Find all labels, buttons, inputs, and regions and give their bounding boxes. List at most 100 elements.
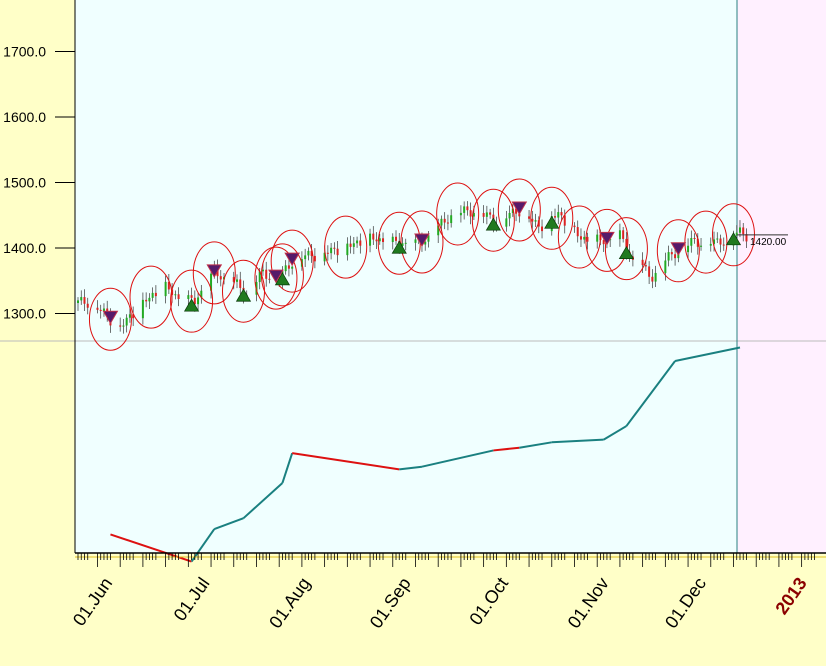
signal-ellipse (684, 210, 728, 274)
y-tick-label: 1500.0 (3, 175, 46, 191)
bar-body (210, 273, 213, 291)
equity-segment (625, 360, 676, 427)
equity-segment (242, 482, 284, 519)
bar-body (654, 272, 657, 282)
x-tick-label: 01.Aug (265, 574, 314, 632)
bar-body (145, 299, 148, 302)
bar-body (83, 297, 86, 304)
buy-signal-marker (274, 272, 291, 286)
bar-body (291, 266, 294, 269)
signal-ellipse (656, 219, 700, 283)
bar-body (693, 237, 696, 239)
bar-body (528, 216, 531, 219)
bar-body (86, 303, 89, 308)
bar-body (700, 245, 703, 247)
bar-body (80, 297, 83, 301)
bar-body (573, 225, 576, 228)
bar-body (187, 295, 190, 299)
bar-body (96, 307, 99, 310)
future-area (737, 0, 826, 553)
bar-body (268, 278, 271, 280)
equity-segment (281, 452, 294, 484)
bar-body (511, 208, 514, 213)
buy-signal-marker (725, 232, 742, 246)
bar-body (472, 213, 475, 217)
bar-body (164, 281, 167, 297)
plot-area (75, 0, 737, 553)
bar-body (554, 216, 557, 218)
signal-ellipse (192, 241, 236, 305)
signal-ellipse (530, 186, 574, 250)
sell-signal-marker (670, 242, 687, 256)
sell-signal-marker (599, 231, 615, 246)
bar-body (618, 230, 621, 240)
signal-ellipse (170, 269, 214, 333)
sell-signal-marker (268, 269, 284, 284)
bar-body (132, 314, 135, 319)
bar-body (437, 225, 440, 236)
y-tick-label: 1300.0 (3, 306, 46, 322)
bar-body (667, 252, 670, 261)
bar-body (102, 308, 105, 311)
bar-body (395, 236, 398, 241)
bar-body (200, 290, 203, 298)
bar-body (505, 218, 508, 227)
sell-signal-marker (206, 264, 223, 278)
signal-ellipse (260, 243, 304, 307)
bar-body (258, 271, 261, 283)
bar-body (651, 276, 654, 282)
bar-body (602, 240, 605, 245)
bar-body (745, 234, 748, 242)
buy-signal-marker (235, 288, 252, 302)
bar-body (141, 299, 144, 319)
bar-body (284, 265, 287, 272)
bar-body (382, 238, 385, 243)
bar-body (304, 255, 307, 260)
bar-body (446, 222, 449, 224)
equity-segment (603, 425, 627, 441)
signal-ellipse (557, 205, 601, 269)
bar-body (265, 269, 268, 279)
bar-body (119, 325, 122, 327)
signal-ellipse (585, 208, 629, 272)
bar-body (482, 213, 485, 217)
signal-ellipse (129, 265, 173, 329)
last-price-label: 1420.00 (750, 237, 787, 248)
bar-body (372, 233, 375, 240)
bar-body (359, 240, 362, 246)
bar-body (323, 252, 326, 262)
bar-body (534, 220, 537, 222)
bar-body (151, 292, 154, 298)
equity-segment (551, 438, 604, 444)
x-tick-label: 01.Nov (564, 574, 613, 632)
bar-body (576, 227, 579, 237)
bar-body (349, 243, 352, 247)
x-tick-label: 01.Dec (661, 574, 710, 632)
bar-body (167, 281, 170, 290)
x-tick-label: 01.Jul (170, 574, 214, 625)
sell-signal-marker (284, 252, 301, 267)
bar-body (236, 279, 239, 282)
bar-body (586, 236, 589, 242)
signal-ellipse (270, 229, 314, 293)
signal-ellipse (400, 210, 444, 274)
bar-body (557, 212, 560, 218)
bar-body (722, 244, 725, 246)
bar-body (239, 279, 242, 288)
signal-ellipse (604, 217, 648, 281)
bar-body (352, 243, 355, 247)
bar-body (148, 297, 151, 302)
bar-body (560, 212, 563, 216)
bar-body (193, 297, 196, 305)
bar-body (648, 266, 651, 277)
bar-body (541, 226, 544, 232)
x-tick-label: 01.Sep (366, 574, 415, 632)
bar-body (664, 260, 667, 273)
buy-signal-marker (544, 215, 560, 229)
bar-body (232, 277, 235, 282)
bar-body (469, 210, 472, 217)
sell-signal-marker (414, 233, 430, 247)
buy-signal-marker (485, 217, 501, 231)
